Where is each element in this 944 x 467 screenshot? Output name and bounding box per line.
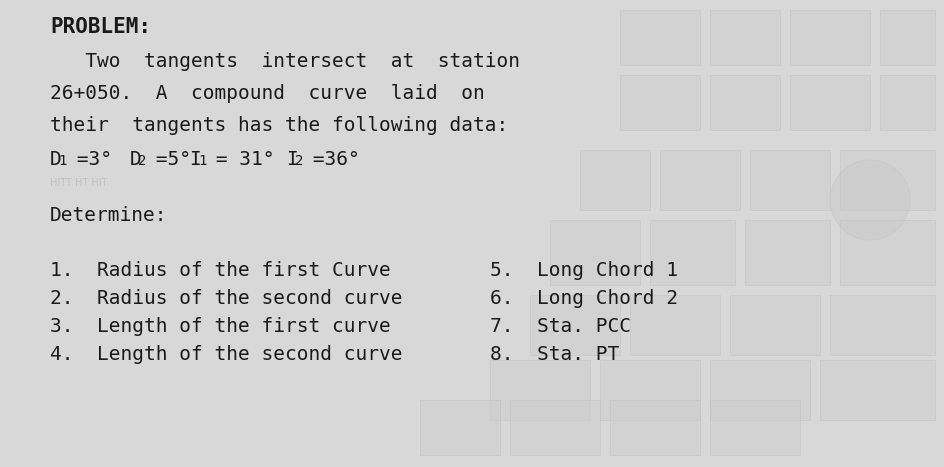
Bar	[709, 360, 809, 420]
Text: 2.  Radius of the second curve: 2. Radius of the second curve	[50, 289, 402, 308]
Bar	[490, 360, 589, 420]
Bar	[789, 75, 869, 130]
Text: their  tangents has the following data:: their tangents has the following data:	[50, 116, 508, 135]
Bar	[599, 360, 700, 420]
Text: =5°: =5°	[144, 150, 192, 169]
Text: 8.  Sta. PT: 8. Sta. PT	[490, 345, 618, 364]
Text: 2: 2	[295, 154, 303, 168]
Bar	[839, 220, 934, 285]
Bar	[829, 295, 934, 355]
Bar	[879, 75, 934, 130]
Text: = 31°: = 31°	[204, 150, 275, 169]
Text: I: I	[286, 150, 297, 169]
Circle shape	[829, 160, 909, 240]
Bar	[659, 150, 739, 210]
Text: 4.  Length of the second curve: 4. Length of the second curve	[50, 345, 402, 364]
Bar	[750, 150, 829, 210]
Bar	[709, 10, 779, 65]
Text: D: D	[129, 150, 142, 169]
Text: 5.  Long Chord 1: 5. Long Chord 1	[490, 261, 677, 280]
Text: 7.  Sta. PCC: 7. Sta. PCC	[490, 317, 631, 336]
Text: 1.  Radius of the first Curve: 1. Radius of the first Curve	[50, 261, 390, 280]
Bar	[649, 220, 734, 285]
Bar	[619, 10, 700, 65]
Bar	[744, 220, 829, 285]
Text: Two  tangents  intersect  at  station: Two tangents intersect at station	[50, 52, 519, 71]
Text: 1: 1	[197, 154, 206, 168]
Bar	[580, 150, 649, 210]
Text: Determine:: Determine:	[50, 206, 167, 225]
Bar	[879, 10, 934, 65]
Text: 6.  Long Chord 2: 6. Long Chord 2	[490, 289, 677, 308]
Text: =3°: =3°	[65, 150, 111, 169]
Bar	[709, 400, 800, 455]
Bar	[619, 75, 700, 130]
Bar	[610, 400, 700, 455]
Bar	[419, 400, 499, 455]
Bar	[630, 295, 719, 355]
Text: 1: 1	[59, 154, 67, 168]
Text: D: D	[50, 150, 61, 169]
Bar	[789, 10, 869, 65]
Text: 3.  Length of the first curve: 3. Length of the first curve	[50, 317, 390, 336]
Text: =36°: =36°	[301, 150, 360, 169]
Text: PROBLEM:: PROBLEM:	[50, 17, 151, 37]
Text: HITT HT HIT: HITT HT HIT	[50, 178, 108, 188]
Text: 2: 2	[138, 154, 146, 168]
Bar	[839, 150, 934, 210]
Bar	[819, 360, 934, 420]
Bar	[530, 295, 619, 355]
Bar	[549, 220, 639, 285]
Text: I: I	[189, 150, 201, 169]
Bar	[709, 75, 779, 130]
Text: 26+050.  A  compound  curve  laid  on: 26+050. A compound curve laid on	[50, 84, 484, 103]
Bar	[729, 295, 819, 355]
Bar	[510, 400, 599, 455]
